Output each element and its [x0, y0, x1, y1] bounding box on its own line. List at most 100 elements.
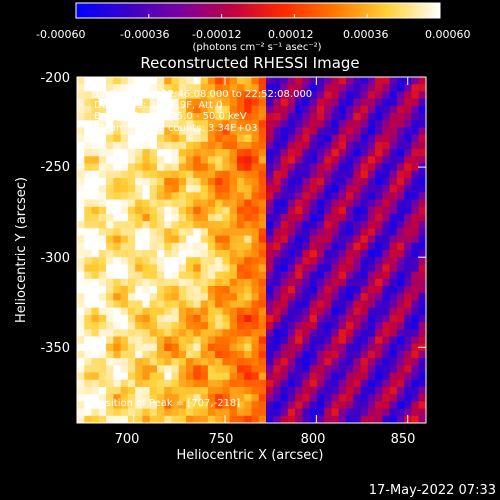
heatmap-cell	[389, 149, 398, 157]
heatmap-cell	[135, 329, 143, 337]
heatmap-cell	[98, 213, 107, 222]
heatmap-cell	[411, 314, 420, 323]
heatmap-cell	[200, 235, 209, 244]
heatmap-cell	[84, 394, 92, 402]
heatmap-cell	[295, 113, 303, 121]
heatmap-cell	[77, 235, 85, 244]
heatmap-cell	[193, 156, 201, 164]
heatmap-cell	[113, 77, 122, 85]
heatmap-cell	[273, 228, 281, 236]
heatmap-cell	[346, 415, 354, 423]
heatmap-cell	[229, 300, 238, 309]
heatmap-cell	[236, 386, 245, 395]
heatmap-cell	[142, 156, 151, 164]
heatmap-cell	[273, 322, 281, 330]
heatmap-cell	[411, 84, 420, 92]
heatmap-cell	[418, 250, 426, 258]
heatmap-cell	[404, 177, 412, 186]
heatmap-cell	[375, 401, 383, 409]
heatmap-cell	[77, 314, 85, 323]
heatmap-cell	[258, 192, 267, 200]
heatmap-cell	[367, 336, 376, 345]
heatmap-cell	[375, 394, 383, 402]
heatmap-cell	[316, 199, 325, 208]
heatmap-cell	[142, 300, 151, 309]
heatmap-cell	[236, 185, 245, 193]
heatmap-cell	[324, 149, 332, 157]
heatmap-cell	[113, 185, 122, 193]
heatmap-cell	[98, 271, 107, 280]
heatmap-cell	[266, 358, 274, 366]
heatmap-cell	[171, 394, 180, 402]
heatmap-cell	[135, 163, 143, 172]
heatmap-cell	[338, 358, 347, 366]
heatmap-cell	[418, 185, 426, 193]
heatmap-cell	[295, 365, 303, 373]
heatmap-cell	[418, 127, 426, 136]
heatmap-cell	[338, 250, 347, 258]
heatmap-cell	[156, 372, 165, 381]
heatmap-cell	[84, 228, 92, 236]
heatmap-cell	[98, 235, 107, 244]
heatmap-cell	[77, 242, 85, 251]
heatmap-cell	[411, 206, 420, 215]
heatmap-cell	[236, 394, 245, 402]
heatmap-cell	[149, 336, 158, 345]
heatmap-cell	[302, 228, 311, 236]
heatmap-cell	[316, 365, 325, 373]
heatmap-cell	[186, 394, 194, 402]
heatmap-cell	[229, 170, 238, 179]
heatmap-cell	[77, 350, 85, 359]
heatmap-cell	[316, 250, 325, 258]
heatmap-cell	[280, 221, 289, 229]
heatmap-cell	[98, 177, 107, 186]
heatmap-cell	[149, 242, 158, 251]
heatmap-cell	[142, 98, 151, 107]
heatmap-cell	[200, 185, 209, 193]
heatmap-cell	[316, 213, 325, 222]
heatmap-cell	[120, 329, 129, 337]
heatmap-cell	[135, 343, 143, 352]
heatmap-cell	[251, 386, 260, 395]
heatmap-cell	[331, 177, 340, 186]
heatmap-cell	[149, 271, 158, 280]
heatmap-cell	[229, 329, 238, 337]
heatmap-cell	[77, 141, 85, 150]
heatmap-cell	[127, 329, 136, 337]
heatmap-cell	[302, 163, 311, 172]
heatmap-cell	[207, 84, 216, 92]
heatmap-cell	[178, 343, 187, 352]
heatmap-cell	[156, 329, 165, 337]
heatmap-cell	[135, 408, 143, 417]
heatmap-cell	[302, 242, 311, 251]
heatmap-cell	[236, 213, 245, 222]
heatmap-cell	[396, 293, 405, 301]
heatmap-cell	[135, 98, 143, 107]
heatmap-cell	[258, 113, 267, 121]
heatmap-cell	[360, 307, 369, 316]
heatmap-cell	[324, 141, 332, 150]
heatmap-cell	[360, 235, 369, 244]
heatmap-cell	[287, 221, 296, 229]
heatmap-cell	[222, 177, 231, 186]
heatmap-cell	[149, 77, 158, 85]
heatmap-cell	[324, 127, 332, 136]
heatmap-cell	[353, 379, 361, 388]
heatmap-cell	[77, 113, 85, 121]
heatmap-cell	[229, 149, 238, 157]
heatmap-cell	[258, 314, 267, 323]
heatmap-cell	[353, 141, 361, 150]
heatmap-cell	[411, 408, 420, 417]
heatmap-cell	[338, 343, 347, 352]
heatmap-cell	[338, 206, 347, 215]
heatmap-cell	[411, 379, 420, 388]
heatmap-cell	[156, 185, 165, 193]
heatmap-cell	[258, 322, 267, 330]
heatmap-cell	[142, 386, 151, 395]
heatmap-cell	[404, 358, 412, 366]
heatmap-cell	[200, 149, 209, 157]
heatmap-cell	[215, 401, 223, 409]
heatmap-cell	[244, 156, 252, 164]
heatmap-cell	[222, 221, 231, 229]
heatmap-cell	[244, 278, 252, 287]
